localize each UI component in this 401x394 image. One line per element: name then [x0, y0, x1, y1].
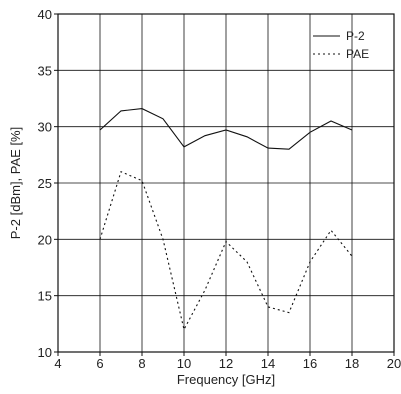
- x-tick-label: 10: [177, 356, 191, 371]
- y-tick-label: 25: [38, 176, 52, 191]
- legend-label-p2: P-2: [346, 29, 365, 43]
- series-line-p2: [99, 108, 353, 150]
- x-tick-label: 8: [138, 356, 145, 371]
- y-tick-label: 30: [38, 120, 52, 135]
- y-tick-label: 40: [38, 7, 52, 22]
- x-tick-label: 16: [303, 356, 317, 371]
- x-tick-label: 4: [54, 356, 61, 371]
- y-axis-label: P-2 [dBm], PAE [%]: [8, 127, 23, 239]
- x-tick-label: 6: [96, 356, 103, 371]
- y-tick-label: 35: [38, 63, 52, 78]
- y-tick-label: 20: [38, 232, 52, 247]
- x-tick-label: 12: [219, 356, 233, 371]
- series-line-pae: [99, 170, 353, 332]
- x-tick-label: 20: [387, 356, 401, 371]
- axis-ticks: 4 6 8 10 12 14 16 18 20 10 15 20 25 30 35 40: [38, 7, 401, 371]
- x-axis-label: Frequency [GHz]: [177, 372, 275, 387]
- x-tick-label: 14: [261, 356, 275, 371]
- y-tick-label: 10: [38, 345, 52, 360]
- grid: [58, 14, 394, 352]
- y-tick-label: 15: [38, 289, 52, 304]
- x-tick-label: 18: [345, 356, 359, 371]
- series: [99, 108, 353, 332]
- legend-label-pae: PAE: [346, 47, 369, 61]
- legend: P-2 PAE: [313, 29, 369, 61]
